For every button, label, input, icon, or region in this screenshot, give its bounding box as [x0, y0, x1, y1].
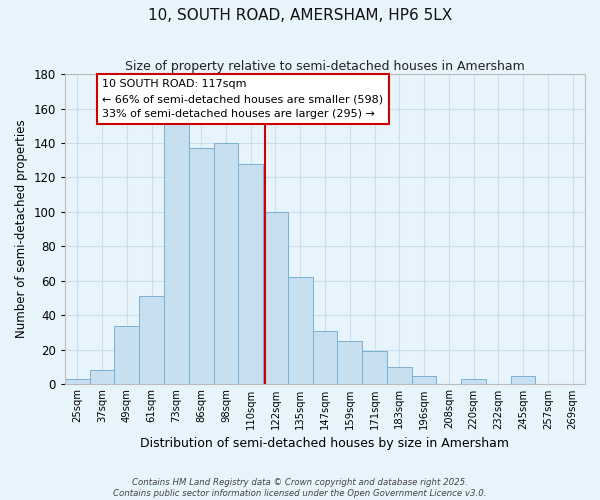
Bar — [90, 370, 115, 384]
Bar — [461, 379, 486, 384]
Bar — [115, 326, 139, 384]
Bar — [214, 143, 238, 384]
Bar — [288, 278, 313, 384]
Bar — [313, 330, 337, 384]
Bar — [189, 148, 214, 384]
Bar — [139, 296, 164, 384]
Bar — [238, 164, 263, 384]
Bar — [337, 341, 362, 384]
Title: Size of property relative to semi-detached houses in Amersham: Size of property relative to semi-detach… — [125, 60, 525, 73]
Text: Contains HM Land Registry data © Crown copyright and database right 2025.
Contai: Contains HM Land Registry data © Crown c… — [113, 478, 487, 498]
Bar — [65, 379, 90, 384]
Y-axis label: Number of semi-detached properties: Number of semi-detached properties — [15, 120, 28, 338]
Bar — [511, 376, 535, 384]
Bar — [387, 367, 412, 384]
Bar — [263, 212, 288, 384]
Text: 10 SOUTH ROAD: 117sqm
← 66% of semi-detached houses are smaller (598)
33% of sem: 10 SOUTH ROAD: 117sqm ← 66% of semi-deta… — [102, 80, 383, 119]
X-axis label: Distribution of semi-detached houses by size in Amersham: Distribution of semi-detached houses by … — [140, 437, 509, 450]
Bar — [412, 376, 436, 384]
Bar — [164, 124, 189, 384]
Bar — [362, 352, 387, 384]
Text: 10, SOUTH ROAD, AMERSHAM, HP6 5LX: 10, SOUTH ROAD, AMERSHAM, HP6 5LX — [148, 8, 452, 22]
